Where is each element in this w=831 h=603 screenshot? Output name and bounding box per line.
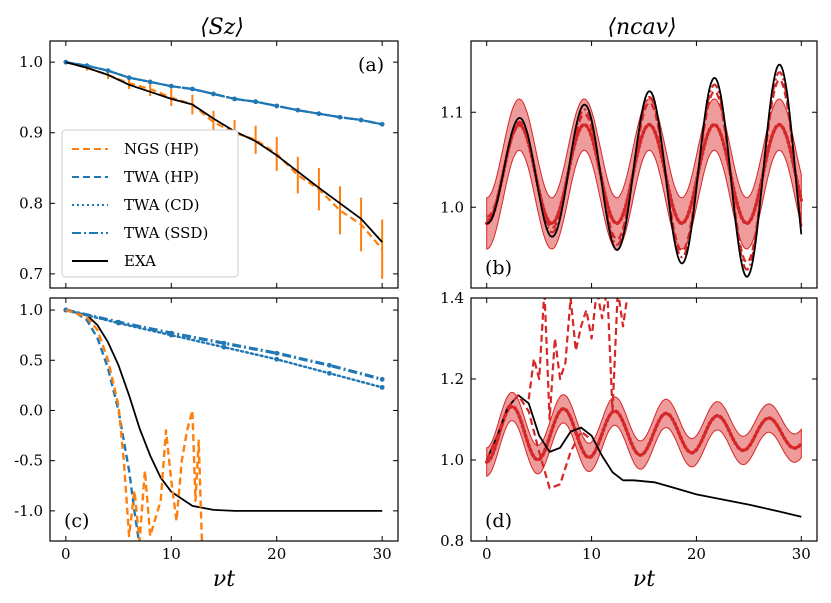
data-point [327,370,332,376]
data-point [274,350,280,356]
data-point [379,376,385,382]
ytick-label: 0.5 [19,351,43,369]
legend-entry: TWA (CD) [124,196,199,214]
legend-entry: EXA [124,252,156,270]
ytick-label: 0.9 [19,124,43,142]
twa-band [486,98,802,250]
ytick-label: 1.0 [440,198,464,216]
panel-c: 0 10 20 30 -1.0 -0.5 0.0 0.5 1.0 νt [14,297,399,592]
ytick-label: 1.0 [19,301,43,319]
xtick-label: 20 [267,545,286,563]
frame-c [49,297,399,542]
xtick-label: 30 [373,545,392,563]
ytick-label: 1.4 [440,289,464,307]
data-point [274,356,280,362]
x-axis-label: νt [213,567,235,592]
panel-b: 1.0 1.1 [440,40,818,289]
legend: NGS (HP) TWA (HP) TWA (CD) TWA (SSD) EXA [61,129,239,278]
xtick-label: 0 [482,545,492,563]
frame-a [49,40,399,289]
series-ngs-hp- [527,298,634,421]
title-sz: ⟨Sz⟩ [200,15,244,40]
series-ngs-hp- [65,308,204,541]
xtick-label: 20 [687,545,706,563]
series-twa-cd [484,404,804,464]
plot-area-a [63,59,385,279]
ytick-label: 1.0 [440,451,464,469]
plot-area-c [63,307,385,541]
series-exa [485,394,802,518]
ytick-label: 0.7 [19,265,43,283]
ytick-label: -0.5 [14,452,43,470]
data-point [379,384,385,390]
ytick-label: 0.8 [19,194,43,212]
panel-d: 0 10 20 30 0.8 1.0 1.2 1.4 νt [440,289,818,592]
data-point [327,362,332,368]
series-twa-hp [486,71,803,271]
ytick-label: 0.0 [19,401,43,419]
data-point [116,319,121,325]
legend-entry: TWA (HP) [124,168,199,186]
series-twa-ssd- [65,61,383,126]
legend-entry: NGS (HP) [124,140,199,158]
panel-label-b: (b) [485,257,512,279]
ytick-label: 1.0 [19,53,43,71]
series-exa [65,309,383,512]
data-point [168,330,174,336]
panel-label-a: (a) [358,54,384,76]
data-point [221,344,227,350]
title-ncav: ⟨ncav⟩ [607,15,676,40]
legend-entry: TWA (SSD) [124,224,208,242]
panel-a: 0.7 0.8 0.9 1.0 NGS (HP) TWA (HP) TWA (CD) TWA … [19,40,399,289]
xtick-label: 0 [61,545,71,563]
ytick-label: 1.1 [440,103,464,121]
plot-area-b [484,63,804,278]
series-exa [65,61,383,243]
legend-box [61,129,239,278]
series-exa [486,63,803,278]
frame-d [470,297,818,542]
x-axis-label: νt [633,567,655,592]
panel-label-c: (c) [64,510,89,532]
xtick-label: 10 [582,545,601,563]
xtick-label: 30 [792,545,811,563]
ytick-label: -1.0 [14,502,43,520]
plot-area-d [484,298,804,518]
frame-b [470,40,818,289]
data-point [379,121,385,127]
twa-band [486,391,802,477]
series-twa-hp- [65,61,383,126]
panel-label-d: (d) [485,510,512,532]
data-point [221,340,227,346]
xtick-label: 10 [162,545,181,563]
ytick-label: 1.2 [440,370,464,388]
ytick-label: 0.8 [440,532,464,550]
series-twa-hp- [485,394,593,490]
